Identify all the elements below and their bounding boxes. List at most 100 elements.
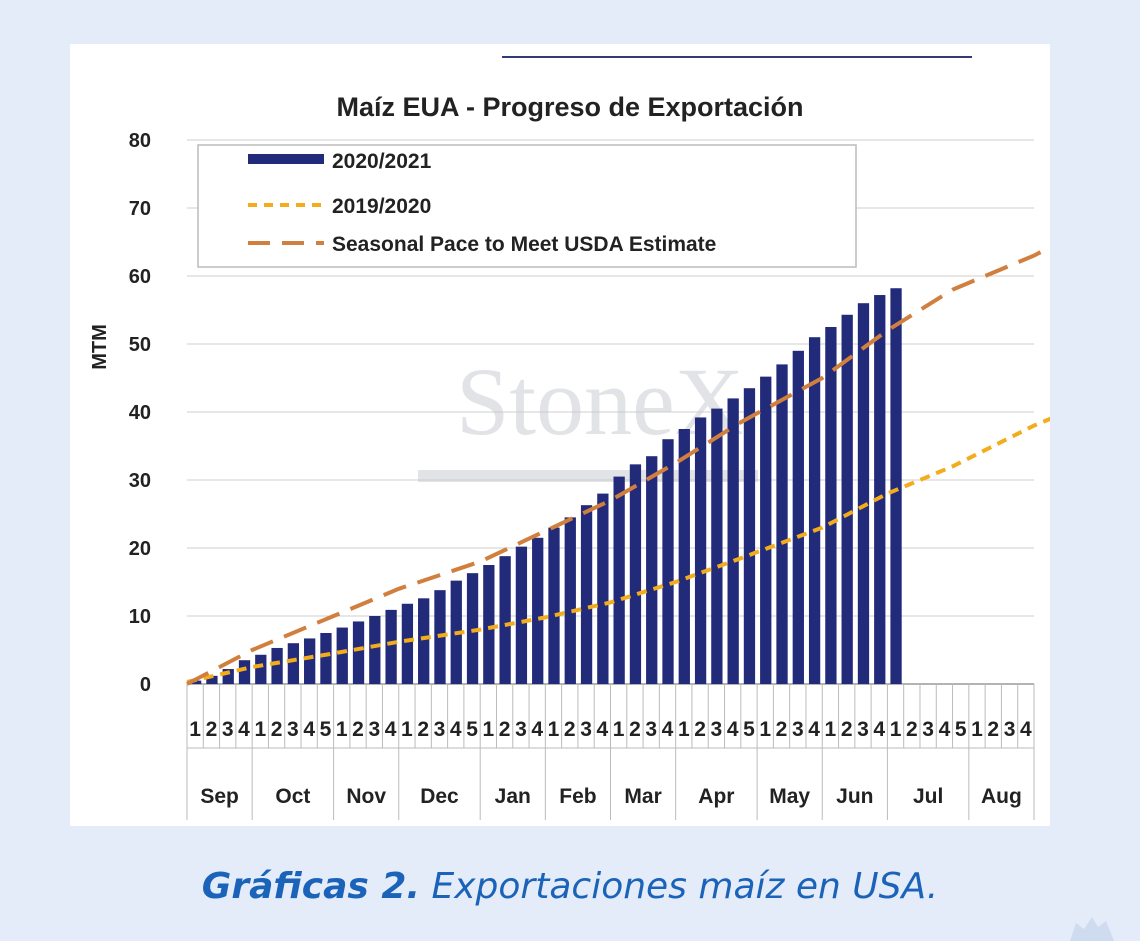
week-label: 3 xyxy=(222,718,234,741)
bar-week-12 xyxy=(369,616,381,684)
week-label: 3 xyxy=(857,718,869,741)
week-label: 1 xyxy=(971,718,983,741)
legend-swatch-bars xyxy=(248,154,324,164)
chart-card: Maíz EUA - Progreso de Exportación 0 10 20… xyxy=(70,44,1050,826)
bar-week-34 xyxy=(727,398,739,684)
week-label: 4 xyxy=(531,718,543,741)
month-label-sep: Sep xyxy=(200,785,239,808)
bar-week-15 xyxy=(418,598,430,684)
bar-week-8 xyxy=(304,638,316,684)
caption-lead: Gráficas 2. xyxy=(201,866,421,907)
month-label-apr: Apr xyxy=(698,785,734,808)
corner-decoration xyxy=(1070,917,1114,941)
bar-week-33 xyxy=(711,408,723,684)
month-label-nov: Nov xyxy=(346,785,386,808)
week-label: 2 xyxy=(499,718,511,741)
y-tick-label-0: 0 xyxy=(140,674,151,696)
bar-week-43 xyxy=(874,295,886,684)
bar-week-3 xyxy=(222,669,234,684)
bar-week-20 xyxy=(499,556,511,684)
figure-caption: Gráficas 2. Exportaciones maíz en USA. xyxy=(0,866,1140,907)
bar-week-2 xyxy=(206,675,218,684)
bar-week-31 xyxy=(678,429,690,684)
month-label-feb: Feb xyxy=(559,785,596,808)
week-label: 3 xyxy=(515,718,527,741)
month-label-may: May xyxy=(769,785,810,808)
bar-week-29 xyxy=(646,456,658,684)
week-label: 5 xyxy=(320,718,332,741)
week-label: 4 xyxy=(873,718,885,741)
bar-week-37 xyxy=(776,364,788,684)
week-label: 3 xyxy=(434,718,446,741)
y-axis-ticks: 0 10 20 30 40 50 60 70 80 xyxy=(129,130,151,696)
week-label: 4 xyxy=(662,718,674,741)
week-label: 1 xyxy=(254,718,266,741)
week-label: 3 xyxy=(580,718,592,741)
week-label: 4 xyxy=(939,718,951,741)
export-progress-chart: Maíz EUA - Progreso de Exportación 01020… xyxy=(89,56,1050,820)
month-label-mar: Mar xyxy=(624,785,661,808)
bar-week-4 xyxy=(238,660,251,684)
week-label: 4 xyxy=(450,718,462,741)
y-tick-label-60: 60 xyxy=(129,266,151,288)
week-label: 1 xyxy=(890,718,902,741)
bar-week-41 xyxy=(841,314,853,684)
bar-week-9 xyxy=(320,633,332,684)
y-tick-label-80: 80 xyxy=(129,130,151,152)
y-tick-label-10: 10 xyxy=(129,606,151,628)
bar-week-10 xyxy=(336,627,348,684)
x-axis-month-labels: Sep Oct Nov Dec Jan Feb Mar Apr May Jun Jul Aug xyxy=(186,684,1035,820)
week-label: 2 xyxy=(906,718,918,741)
week-label: 1 xyxy=(189,718,201,741)
bar-week-30 xyxy=(662,439,674,684)
series-line-2019-2020 xyxy=(186,416,1050,684)
y-tick-label-50: 50 xyxy=(129,334,151,356)
bar-week-22 xyxy=(532,537,544,684)
bar-week-1 xyxy=(190,680,202,684)
bar-week-44 xyxy=(890,288,902,684)
legend-label-2020-2021: 2020/2021 xyxy=(332,150,432,173)
week-label: 2 xyxy=(564,718,576,741)
month-label-jul: Jul xyxy=(913,785,943,808)
bar-week-14 xyxy=(401,603,414,684)
bar-week-39 xyxy=(808,337,821,684)
week-label: 1 xyxy=(613,718,625,741)
bar-week-35 xyxy=(743,388,756,684)
week-label: 3 xyxy=(287,718,299,741)
week-label: 4 xyxy=(597,718,609,741)
bar-week-11 xyxy=(352,621,365,684)
week-label: 3 xyxy=(368,718,380,741)
week-label: 1 xyxy=(401,718,413,741)
week-label: 2 xyxy=(206,718,218,741)
week-label: 2 xyxy=(694,718,706,741)
week-label: 5 xyxy=(743,718,755,741)
week-label: 1 xyxy=(825,718,837,741)
week-label: 2 xyxy=(271,718,283,741)
week-label: 2 xyxy=(629,718,641,741)
bar-week-24 xyxy=(564,517,576,684)
bar-week-23 xyxy=(548,527,560,684)
legend-label-2019-2020: 2019/2020 xyxy=(332,195,431,218)
week-label: 3 xyxy=(645,718,657,741)
week-label: 3 xyxy=(792,718,804,741)
week-label: 4 xyxy=(238,718,250,741)
comparison-lines xyxy=(186,245,1050,686)
bar-week-38 xyxy=(792,350,804,684)
bar-week-32 xyxy=(694,417,707,684)
week-label: 5 xyxy=(466,718,478,741)
watermark-bar xyxy=(418,470,758,482)
legend-box xyxy=(197,144,857,268)
bar-week-6 xyxy=(271,647,283,684)
week-label: 2 xyxy=(987,718,999,741)
y-tick-label-70: 70 xyxy=(129,198,151,220)
week-label: 1 xyxy=(336,718,348,741)
month-label-jan: Jan xyxy=(495,785,531,808)
bar-week-25 xyxy=(580,505,593,684)
week-label: 4 xyxy=(1020,718,1032,741)
bars-2020-2021 xyxy=(190,288,902,684)
bar-week-42 xyxy=(857,303,870,684)
week-label: 1 xyxy=(548,718,560,741)
week-label: 2 xyxy=(776,718,788,741)
week-label: 2 xyxy=(352,718,364,741)
